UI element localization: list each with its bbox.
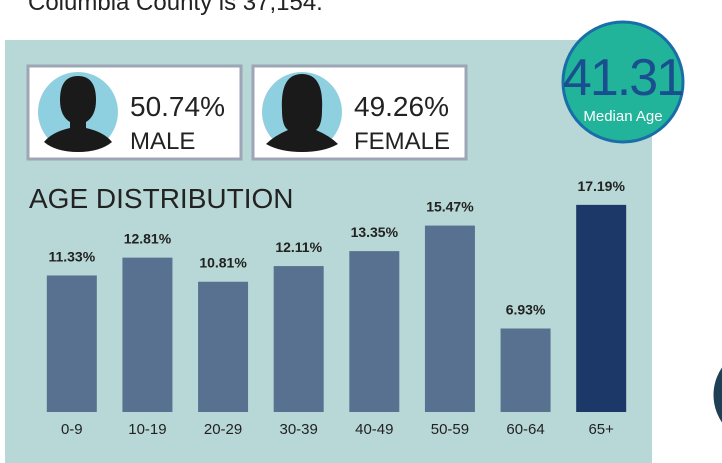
male-card: 50.74% MALE — [26, 64, 243, 161]
bar — [576, 204, 627, 412]
value-label: 17.19% — [577, 178, 625, 194]
value-label: 15.47% — [426, 199, 474, 215]
median-age-label: Median Age — [583, 108, 662, 125]
female-share: 49.26% — [354, 91, 449, 122]
bar — [198, 281, 249, 412]
chart-title: AGE DISTRIBUTION — [29, 183, 293, 214]
male-share: 50.74% — [130, 91, 225, 122]
x-tick-label: 60-64 — [506, 421, 544, 438]
value-label: 6.93% — [506, 301, 546, 317]
female-card: 49.26% FEMALE — [251, 64, 468, 161]
side-circle — [710, 362, 722, 428]
value-label: 13.35% — [351, 224, 399, 240]
x-tick-label: 0-9 — [61, 421, 83, 438]
x-tick-label: 30-39 — [280, 421, 318, 438]
value-label: 12.11% — [275, 239, 322, 255]
value-label: 12.81% — [124, 231, 172, 247]
female-silhouette — [266, 74, 338, 152]
bar — [349, 251, 400, 412]
value-label: 10.81% — [199, 255, 247, 271]
x-tick-label: 50-59 — [431, 421, 469, 438]
x-tick-label: 65+ — [588, 421, 614, 438]
bar — [273, 266, 324, 412]
male-label: MALE — [130, 128, 195, 155]
x-tick-label: 20-29 — [204, 421, 242, 438]
bar — [500, 328, 551, 412]
x-tick-label: 10-19 — [128, 421, 166, 438]
median-age-circle — [561, 20, 685, 144]
median-age-value: 41.31 — [563, 49, 683, 107]
female-label: FEMALE — [354, 128, 450, 155]
value-label: 11.33% — [48, 248, 95, 264]
bar — [46, 275, 97, 412]
intro-text: Columbia County is 37,154. — [28, 0, 323, 16]
male-silhouette — [44, 76, 112, 152]
bar-chart: 11.33% 0-9 12.81% 10-19 10.81% 20-29 12.11% 30-… — [46, 178, 627, 438]
x-tick-label: 40-49 — [355, 421, 393, 438]
bar — [424, 225, 475, 412]
bar — [122, 257, 173, 412]
